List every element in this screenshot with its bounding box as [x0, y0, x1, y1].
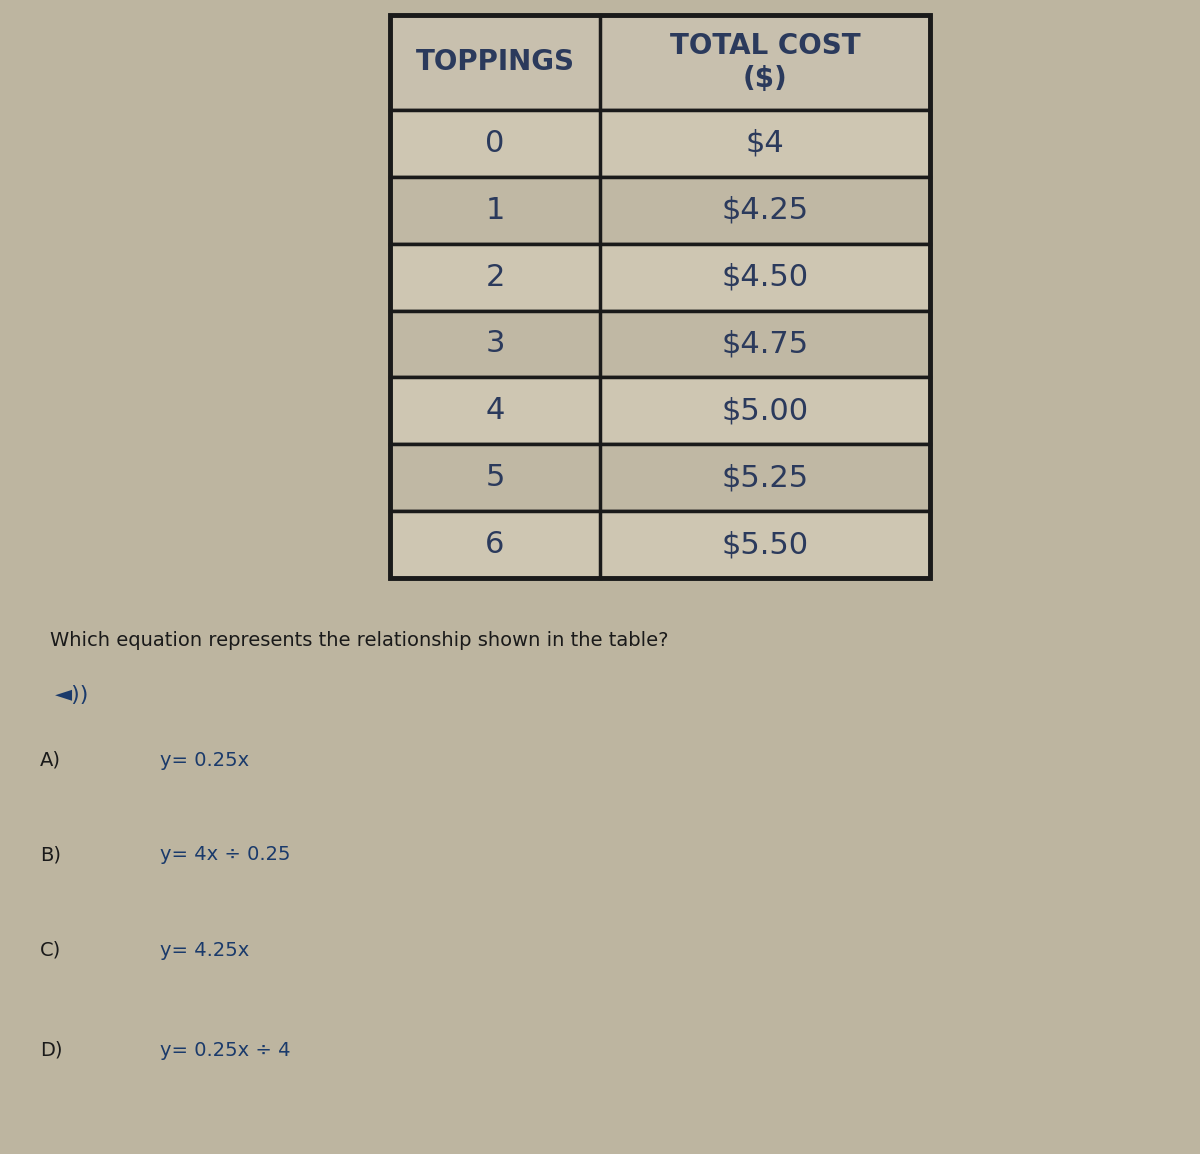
Text: $4.75: $4.75: [721, 330, 809, 359]
Bar: [390, 243, 930, 310]
Text: Which equation represents the relationship shown in the table?: Which equation represents the relationsh…: [50, 630, 668, 650]
Text: 2: 2: [485, 263, 505, 292]
Text: 3: 3: [485, 330, 505, 359]
Text: 4: 4: [485, 396, 505, 426]
Bar: [390, 444, 930, 511]
Text: $4: $4: [745, 129, 785, 158]
Text: TOPPINGS: TOPPINGS: [415, 48, 575, 76]
Bar: [390, 15, 930, 578]
Bar: [390, 110, 930, 177]
Text: y= 4x ÷ 0.25: y= 4x ÷ 0.25: [160, 846, 290, 864]
Text: A): A): [40, 750, 61, 770]
Text: y= 4.25x: y= 4.25x: [160, 941, 250, 959]
Text: ◄)): ◄)): [55, 685, 89, 705]
Text: y= 0.25x ÷ 4: y= 0.25x ÷ 4: [160, 1041, 290, 1059]
Bar: [390, 15, 930, 110]
Text: $5.25: $5.25: [721, 463, 809, 493]
Text: $5.00: $5.00: [721, 396, 809, 426]
Text: D): D): [40, 1041, 62, 1059]
Text: 1: 1: [485, 196, 505, 225]
Text: $5.50: $5.50: [721, 530, 809, 559]
Text: TOTAL COST
($): TOTAL COST ($): [670, 32, 860, 92]
Bar: [390, 177, 930, 243]
Text: $4.50: $4.50: [721, 263, 809, 292]
Text: y= 0.25x: y= 0.25x: [160, 750, 250, 770]
Text: B): B): [40, 846, 61, 864]
Text: C): C): [40, 941, 61, 959]
Text: 5: 5: [485, 463, 505, 493]
Text: 6: 6: [485, 530, 505, 559]
Text: 0: 0: [485, 129, 505, 158]
Bar: [390, 511, 930, 578]
Bar: [390, 310, 930, 377]
Bar: [390, 377, 930, 444]
Text: $4.25: $4.25: [721, 196, 809, 225]
